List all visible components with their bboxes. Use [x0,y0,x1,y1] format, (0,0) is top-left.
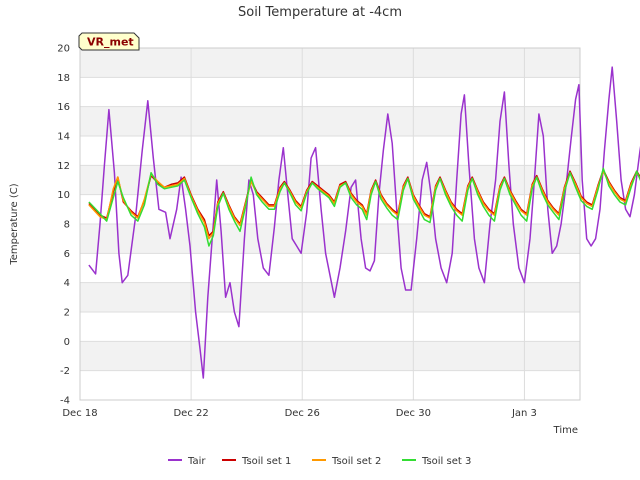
legend-label: Tair [187,456,206,467]
series-line-tsoil-set-3 [88,167,640,247]
x-tick-label: Dec 22 [173,408,208,419]
y-tick-label: 16 [57,102,70,113]
chart-title: Soil Temperature at -4cm [238,5,402,20]
plot-band [80,224,580,254]
y-tick-label: 20 [57,44,70,55]
y-tick-label: 10 [57,190,70,201]
vr-met-badge: VR_met [78,32,140,51]
legend-item-tsoil-set-3: Tsoil set 3 [402,456,471,467]
series-lines [88,66,640,379]
y-tick-label: -2 [60,366,70,377]
x-tick-label: Dec 18 [62,408,97,419]
y-tick-label: 4 [64,278,70,289]
x-tick-label: Jan 3 [511,408,537,419]
plot-band [80,282,580,312]
legend-label: Tsoil set 3 [421,456,471,467]
plot-frame [79,47,581,401]
x-axis-ticks: Dec 18 Dec 22 Dec 26 Dec 30 Jan 3 [62,408,537,419]
badge-background [78,32,140,51]
y-tick-label: -4 [60,396,70,407]
y-tick-label: 18 [57,73,70,84]
x-tick-label: Dec 30 [396,408,431,419]
plot-band [80,48,580,78]
legend-label: Tsoil set 1 [241,456,291,467]
legend: Tair Tsoil set 1 Tsoil set 2 Tsoil set 3 [168,456,471,467]
legend-item-tair: Tair [168,456,206,467]
x-tick-label: Dec 26 [285,408,320,419]
y-tick-label: 8 [64,220,70,231]
y-tick-label: 6 [64,249,70,260]
y-tick-label: 14 [57,132,70,143]
legend-item-tsoil-set-2: Tsoil set 2 [312,456,381,467]
y-axis-label: Temperature (C) [9,183,20,265]
y-tick-label: 12 [57,161,70,172]
x-axis-label: Time [553,425,578,436]
legend-label: Tsoil set 2 [331,456,381,467]
y-tick-label: 2 [64,308,70,319]
badge-label: VR_met [87,36,134,49]
y-tick-label: 0 [64,337,70,348]
plot-band [80,341,580,371]
y-axis-ticks: -4 -2 0 2 4 6 8 10 12 14 16 18 20 [57,44,70,407]
legend-item-tsoil-set-1: Tsoil set 1 [222,456,291,467]
plot-band [80,106,580,136]
